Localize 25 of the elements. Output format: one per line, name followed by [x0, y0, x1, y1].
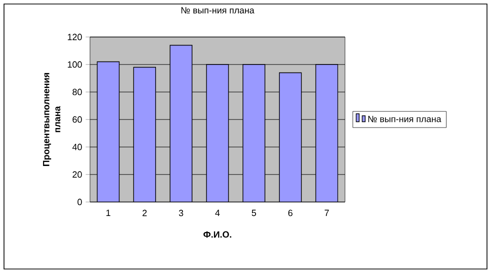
- x-tick-label: 2: [142, 210, 147, 216]
- bar: [242, 64, 265, 202]
- y-tick-label: 0: [78, 198, 82, 206]
- y-tick-label: 60: [72, 116, 82, 123]
- y-tick-label: 40: [72, 144, 82, 150]
- bar: [134, 67, 156, 202]
- x-tick-label: 7: [324, 210, 329, 216]
- x-axis-title: Ф.И.О.: [203, 231, 232, 238]
- y-tick-label: 120: [68, 34, 82, 40]
- bar: [97, 62, 120, 202]
- bar: [206, 64, 228, 202]
- text: № вып-ния плана: [368, 116, 442, 122]
- x-tick-label: 3: [178, 210, 184, 216]
- chart-title: № вып-ния плана: [181, 7, 254, 14]
- y-tick-label: 20: [72, 171, 82, 178]
- y-axis-title: Процентвыполнения плана: [43, 73, 60, 166]
- x-tick-label: 1: [106, 210, 110, 216]
- bar: [279, 72, 302, 202]
- x-tick-label: 5: [252, 210, 256, 216]
- bar: [170, 45, 192, 202]
- y-tick-label: 100: [68, 61, 82, 68]
- x-tick-label: 4: [215, 210, 220, 216]
- x-tick-label: 6: [288, 210, 292, 216]
- bar: [315, 64, 338, 202]
- y-tick-label: 80: [72, 88, 82, 96]
